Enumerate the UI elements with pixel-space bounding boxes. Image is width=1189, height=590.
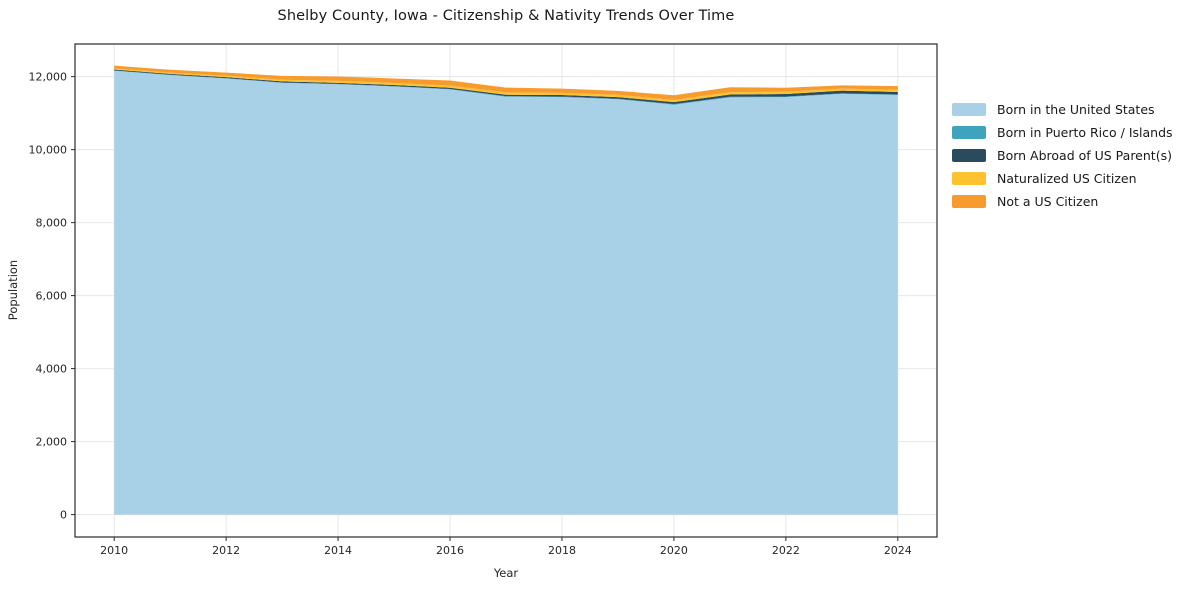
x-tick-label: 2010 <box>100 544 128 557</box>
y-tick-label: 6,000 <box>36 290 68 303</box>
legend-label: Born in Puerto Rico / Islands <box>997 125 1173 140</box>
chart-title: Shelby County, Iowa - Citizenship & Nati… <box>277 8 735 24</box>
x-tick-label: 2018 <box>548 544 576 557</box>
area-series-1 <box>114 70 898 515</box>
legend-item: Naturalized US Citizen <box>952 171 1173 186</box>
y-tick-label: 2,000 <box>36 436 68 449</box>
area-series-5 <box>114 65 898 100</box>
y-tick-label: 12,000 <box>29 71 68 84</box>
y-tick-label: 8,000 <box>36 217 68 230</box>
x-axis-label: Year <box>493 566 519 580</box>
x-tick-label: 2020 <box>660 544 688 557</box>
legend: Born in the United States Born in Puerto … <box>952 102 1173 209</box>
legend-item: Born in Puerto Rico / Islands <box>952 125 1173 140</box>
x-tick-label: 2022 <box>772 544 800 557</box>
legend-label: Not a US Citizen <box>997 194 1099 209</box>
y-tick-label: 4,000 <box>36 363 68 376</box>
legend-item: Born in the United States <box>952 102 1173 117</box>
legend-item: Not a US Citizen <box>952 194 1173 209</box>
legend-label: Born Abroad of US Parent(s) <box>997 148 1172 163</box>
y-tick-label: 0 <box>60 509 67 522</box>
legend-swatch <box>952 149 986 162</box>
x-tick-label: 2012 <box>212 544 240 557</box>
legend-label: Naturalized US Citizen <box>997 171 1137 186</box>
y-axis-label: Population <box>6 259 20 321</box>
legend-item: Born Abroad of US Parent(s) <box>952 148 1173 163</box>
legend-swatch <box>952 172 986 185</box>
x-tick-label: 2016 <box>436 544 464 557</box>
legend-label: Born in the United States <box>997 102 1155 117</box>
plot-border <box>74 43 938 538</box>
legend-swatch <box>952 126 986 139</box>
legend-swatch <box>952 103 986 116</box>
x-tick-label: 2014 <box>324 544 352 557</box>
y-tick-label: 10,000 <box>29 144 68 157</box>
x-tick-label: 2024 <box>884 544 912 557</box>
legend-swatch <box>952 195 986 208</box>
